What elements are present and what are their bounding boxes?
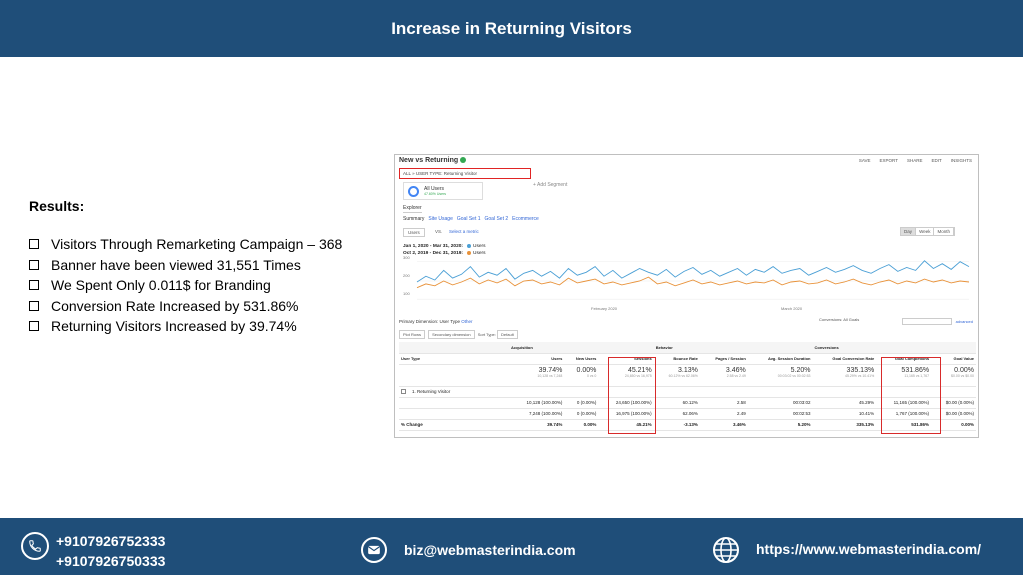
page-title: Increase in Returning Visitors: [391, 18, 632, 38]
select-metric-link[interactable]: Select a metric: [449, 229, 479, 234]
list-item: Visitors Through Remarketing Campaign – …: [29, 234, 379, 255]
goal-completions-highlight: [881, 357, 941, 434]
x-tick: February 2020: [591, 306, 618, 311]
chart-legend: Jan 1, 2020 - Mar 31, 2020: Users Oct 2, …: [403, 243, 486, 257]
metric-select[interactable]: Users: [403, 228, 425, 237]
sort-type-select[interactable]: Default: [497, 330, 518, 339]
advanced-link[interactable]: advanced: [955, 319, 973, 324]
segment-filter[interactable]: ALL » USER TYPE: Returning Visitor: [399, 168, 531, 179]
line-chart: [416, 260, 970, 300]
checkbox-bullet-icon: [29, 259, 39, 270]
granularity-day[interactable]: Day: [901, 228, 917, 235]
sessions-highlight: [608, 357, 656, 434]
share-button[interactable]: SHARE: [906, 158, 923, 163]
phone-link[interactable]: +9107926750333: [56, 553, 166, 569]
segment-ring-icon: [408, 186, 419, 197]
subtab-site-usage[interactable]: Site Usage: [428, 216, 453, 222]
list-item-text: Returning Visitors Increased by 39.74%: [51, 318, 297, 334]
secondary-dimension-select[interactable]: Secondary dimension: [428, 330, 475, 339]
list-item-text: Banner have been viewed 31,551 Times: [51, 256, 301, 273]
footer-bar: +9107926752333 +9107926750333 biz@webmas…: [0, 518, 1023, 575]
segment-all-users[interactable]: All Users 47.60% Users: [403, 182, 483, 200]
table-row[interactable]: 1. Returning Visitor: [399, 386, 976, 398]
list-item: We Spent Only 0.011$ for Branding: [29, 275, 379, 296]
chart-controls: Users VS. Select a metric Day Week Month: [403, 227, 973, 238]
table-row: 7,248 (100.00%) 0 (0.00%) 16,975 (100.00%)…: [399, 408, 976, 420]
legend-item-previous: Oct 2, 2019 - Dec 31, 2019: Users: [403, 250, 486, 256]
table-search-input[interactable]: [901, 318, 952, 325]
y-tick: 200: [403, 273, 410, 278]
website-link[interactable]: https://www.webmasterindia.com/: [756, 541, 982, 557]
email-link[interactable]: biz@webmasterindia.com: [404, 542, 576, 558]
save-button[interactable]: SAVE: [858, 158, 871, 163]
results-list: Visitors Through Remarketing Campaign – …: [29, 234, 379, 337]
phone-icon: [21, 532, 49, 560]
header-bar: Increase in Returning Visitors: [0, 0, 1023, 57]
analytics-screenshot: New vs Returning SAVE EXPORT SHARE EDIT …: [394, 154, 979, 438]
insights-button[interactable]: INSIGHTS: [950, 158, 972, 163]
table-toolbar: Plot Rows Secondary dimension Sort Type:…: [399, 318, 977, 339]
checkbox-bullet-icon: [29, 300, 39, 311]
y-tick: 100: [403, 291, 410, 296]
table-header-row: User Type Users New Users Sessions Bounc…: [399, 353, 976, 365]
series-line-previous: [416, 276, 970, 289]
dimension-user-type[interactable]: User Type: [439, 319, 460, 324]
subtab-goal-set-2[interactable]: Goal Set 2: [484, 216, 509, 222]
list-item: Banner have been viewed 31,551 Times: [29, 255, 379, 276]
series-line-current: [416, 260, 970, 283]
granularity-month[interactable]: Month: [934, 228, 954, 235]
subtab-ecommerce[interactable]: Ecommerce: [512, 216, 539, 222]
list-item: Returning Visitors Increased by 39.74%: [29, 316, 379, 337]
granularity-week[interactable]: Week: [916, 228, 935, 235]
table-change-row: % Change 39.74% 0.00% 45.21% -3.13% 3.46% 5.…: [399, 419, 976, 431]
list-item-text: We Spent Only 0.011$ for Branding: [51, 277, 271, 293]
table-row: 10,128 (100.00%) 0 (0.00%) 24,650 (100.00%…: [399, 397, 976, 409]
granularity-toggle: Day Week Month: [900, 227, 955, 236]
plot-rows-button[interactable]: Plot Rows: [399, 330, 426, 339]
globe-icon: [712, 536, 740, 569]
edit-button[interactable]: EDIT: [931, 158, 942, 163]
report-title: New vs Returning: [399, 157, 467, 164]
report-actions: SAVE EXPORT SHARE EDIT INSIGHTS: [859, 158, 972, 163]
row-checkbox[interactable]: [401, 389, 406, 395]
table-group-row: Acquisition Behavior Conversions: [399, 342, 976, 354]
list-item-text: Conversion Rate Increased by 531.86%: [51, 297, 299, 314]
table-summary-row: 39.74% 10,128 vs 7,248 0.00% 0 vs 0 45.21%…: [399, 364, 976, 387]
export-button[interactable]: EXPORT: [879, 158, 898, 163]
add-segment-button[interactable]: + Add Segment: [533, 182, 568, 188]
verified-icon: [460, 157, 467, 164]
checkbox-bullet-icon: [29, 280, 39, 291]
email-icon: [361, 537, 387, 563]
list-item: Conversion Rate Increased by 531.86%: [29, 296, 379, 317]
analytics-table: Acquisition Behavior Conversions User Ty…: [399, 342, 976, 431]
subtab-goal-set-1[interactable]: Goal Set 1: [456, 216, 481, 222]
conversions-select[interactable]: Conversions: All Goals: [819, 317, 860, 322]
dimension-other[interactable]: Other: [461, 319, 473, 324]
primary-dimension: Primary Dimension: User Type Other: [399, 319, 473, 324]
y-tick: 300: [403, 255, 410, 260]
subtabs: Summary Site Usage Goal Set 1 Goal Set 2…: [403, 216, 539, 222]
list-item-text: Visitors Through Remarketing Campaign – …: [51, 236, 343, 252]
legend-item-current: Jan 1, 2020 - Mar 31, 2020: Users: [403, 243, 486, 249]
subtab-summary[interactable]: Summary: [403, 216, 425, 222]
phone-link[interactable]: +9107926752333: [56, 533, 166, 549]
checkbox-bullet-icon: [29, 239, 39, 250]
checkbox-bullet-icon: [29, 321, 39, 332]
x-tick: March 2020: [781, 306, 803, 311]
results-heading: Results:: [29, 198, 85, 214]
results-panel: Results: Visitors Through Remarketing Ca…: [29, 198, 379, 337]
phone-numbers: +9107926752333 +9107926750333: [56, 531, 165, 571]
vs-label: VS.: [435, 229, 443, 234]
tab-explorer[interactable]: Explorer: [403, 205, 422, 213]
